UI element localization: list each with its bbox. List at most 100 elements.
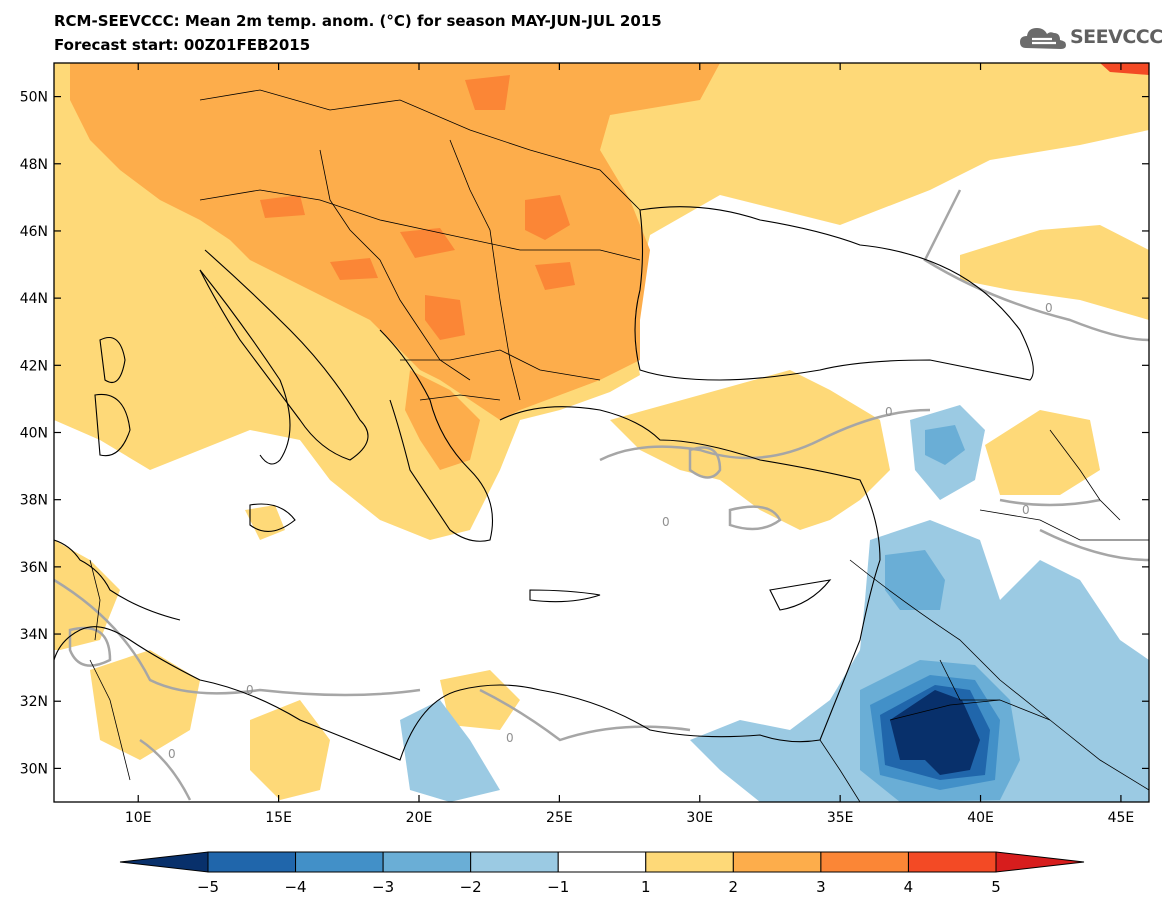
crete-coast [529,589,601,603]
colorbar-label: −1 [547,878,569,896]
lat-tick-label: 36N [20,560,48,576]
border-line [819,739,861,802]
anomaly-region-warm3-spot1 [525,195,570,240]
lat-tick-label: 44N [20,291,48,307]
contour-label: 0 [1045,301,1053,315]
corsica-coast [99,336,126,384]
anomaly-region-warm1-caucasus [985,410,1100,495]
anomaly-region-warm3-spot5 [400,228,455,258]
contour-labels: 0 0 0 0 0 0 0 [168,301,1053,761]
lat-tick-label: 40N [20,426,48,442]
lat-tick-label: 32N [20,694,48,710]
colorbar-segment [820,851,909,873]
border-line [939,659,1051,721]
lat-tick-label: 50N [20,90,48,106]
longitude-axis: 10E 15E 20E 25E 30E 35E 40E 45E [125,63,1134,826]
forecast-start: Forecast start: 00Z01FEB2015 [54,36,311,54]
logo-text: SEEVCCC [1070,26,1163,48]
tunisia-coast [54,539,181,621]
anomaly-region-warm1-italy [195,250,360,470]
lat-tick-label: 46N [20,224,48,240]
cloud-icon [1020,28,1066,49]
contour-line [688,446,722,479]
colorbar-label: −2 [460,878,482,896]
anomaly-region-cold1-libya [400,700,500,802]
anomaly-region-warm1-africa [54,505,520,800]
map-title: RCM-SEEVCCC: Mean 2m temp. anom. (°C) fo… [54,12,662,30]
contour-label: 0 [168,747,176,761]
contour-line [54,578,421,697]
seevccc-logo: SEEVCCC [1018,22,1163,54]
lon-tick-label: 10E [125,810,152,826]
balkan-coast [379,329,494,542]
anomaly-region-warm1-east [960,225,1149,320]
italy-west-coast [199,269,291,465]
colorbar-segment [382,851,472,873]
sardinia-coast [94,393,131,457]
lon-tick-label: 25E [546,810,573,826]
contour-line [139,738,192,801]
contour-line [599,408,931,462]
contour-label: 0 [1022,503,1030,517]
anomaly-region-warm3-spot2 [535,262,575,290]
anomaly-region-warm3-spot6 [465,75,510,110]
lon-tick-label: 20E [406,810,433,826]
italy-coast [199,249,369,461]
anomaly-region-warm2-central [70,63,720,420]
colorbar-over-arrow [995,851,1085,873]
anomaly-region-warm3-spot3 [330,258,378,280]
anomaly-region-warm3-spot7 [260,195,305,218]
border-line [449,139,521,401]
colorbar-segment [732,851,822,873]
lon-tick-label: 15E [265,810,292,826]
lat-tick-label: 48N [20,157,48,173]
anomaly-region-warm4-corner [1100,63,1149,75]
anomaly-region-cold2-turkey [925,425,965,465]
colorbar-segment [645,851,734,873]
colorbar-segment [907,851,997,873]
border-line [979,509,1149,541]
lat-tick-label: 30N [20,761,48,777]
coastlines [54,206,1034,761]
lon-tick-label: 35E [827,810,854,826]
colorbar-label: −5 [197,878,219,896]
colorbar: −5 −4 −3 −2 −1 1 2 3 4 5 [119,851,1085,896]
lat-tick-label: 34N [20,627,48,643]
colorbar-segment [557,851,647,873]
border-line [89,559,101,641]
contour-line [1039,528,1149,562]
contour-line [728,505,782,531]
border-line [199,89,641,211]
map-area: 0 0 0 0 0 0 0 [54,63,1149,802]
black-sea-coast [634,206,1034,381]
contour-label: 0 [885,405,893,419]
contour-line [999,498,1101,507]
colorbar-segment [207,851,297,873]
zero-contours [54,189,1149,801]
colorbar-under-arrow [119,851,209,873]
lat-tick-label: 38N [20,493,48,509]
colorbar-segment [295,851,384,873]
lon-tick-label: 30E [686,810,713,826]
lon-tick-label: 45E [1108,810,1135,826]
country-borders [89,89,1149,802]
anomaly-region-cold2-syria [885,550,945,610]
border-line [419,394,501,401]
border-line [199,189,641,261]
lon-tick-label: 40E [967,810,994,826]
anomaly-region-cold5-arabia [890,690,980,775]
eastern-mediterranean-coast [54,406,881,761]
contour-label: 0 [506,731,514,745]
border-line [849,559,1149,791]
colorbar-segment [470,851,559,873]
colorbar-label: 1 [641,878,651,896]
contour-line [923,189,1149,342]
border-line [889,699,1001,721]
anomaly-region-warm3-spot4 [425,295,465,340]
colorbar-label: −3 [372,878,394,896]
contour-line [68,626,112,667]
border-line [1049,429,1121,521]
contour-line [479,688,691,742]
contour-label: 0 [662,515,670,529]
